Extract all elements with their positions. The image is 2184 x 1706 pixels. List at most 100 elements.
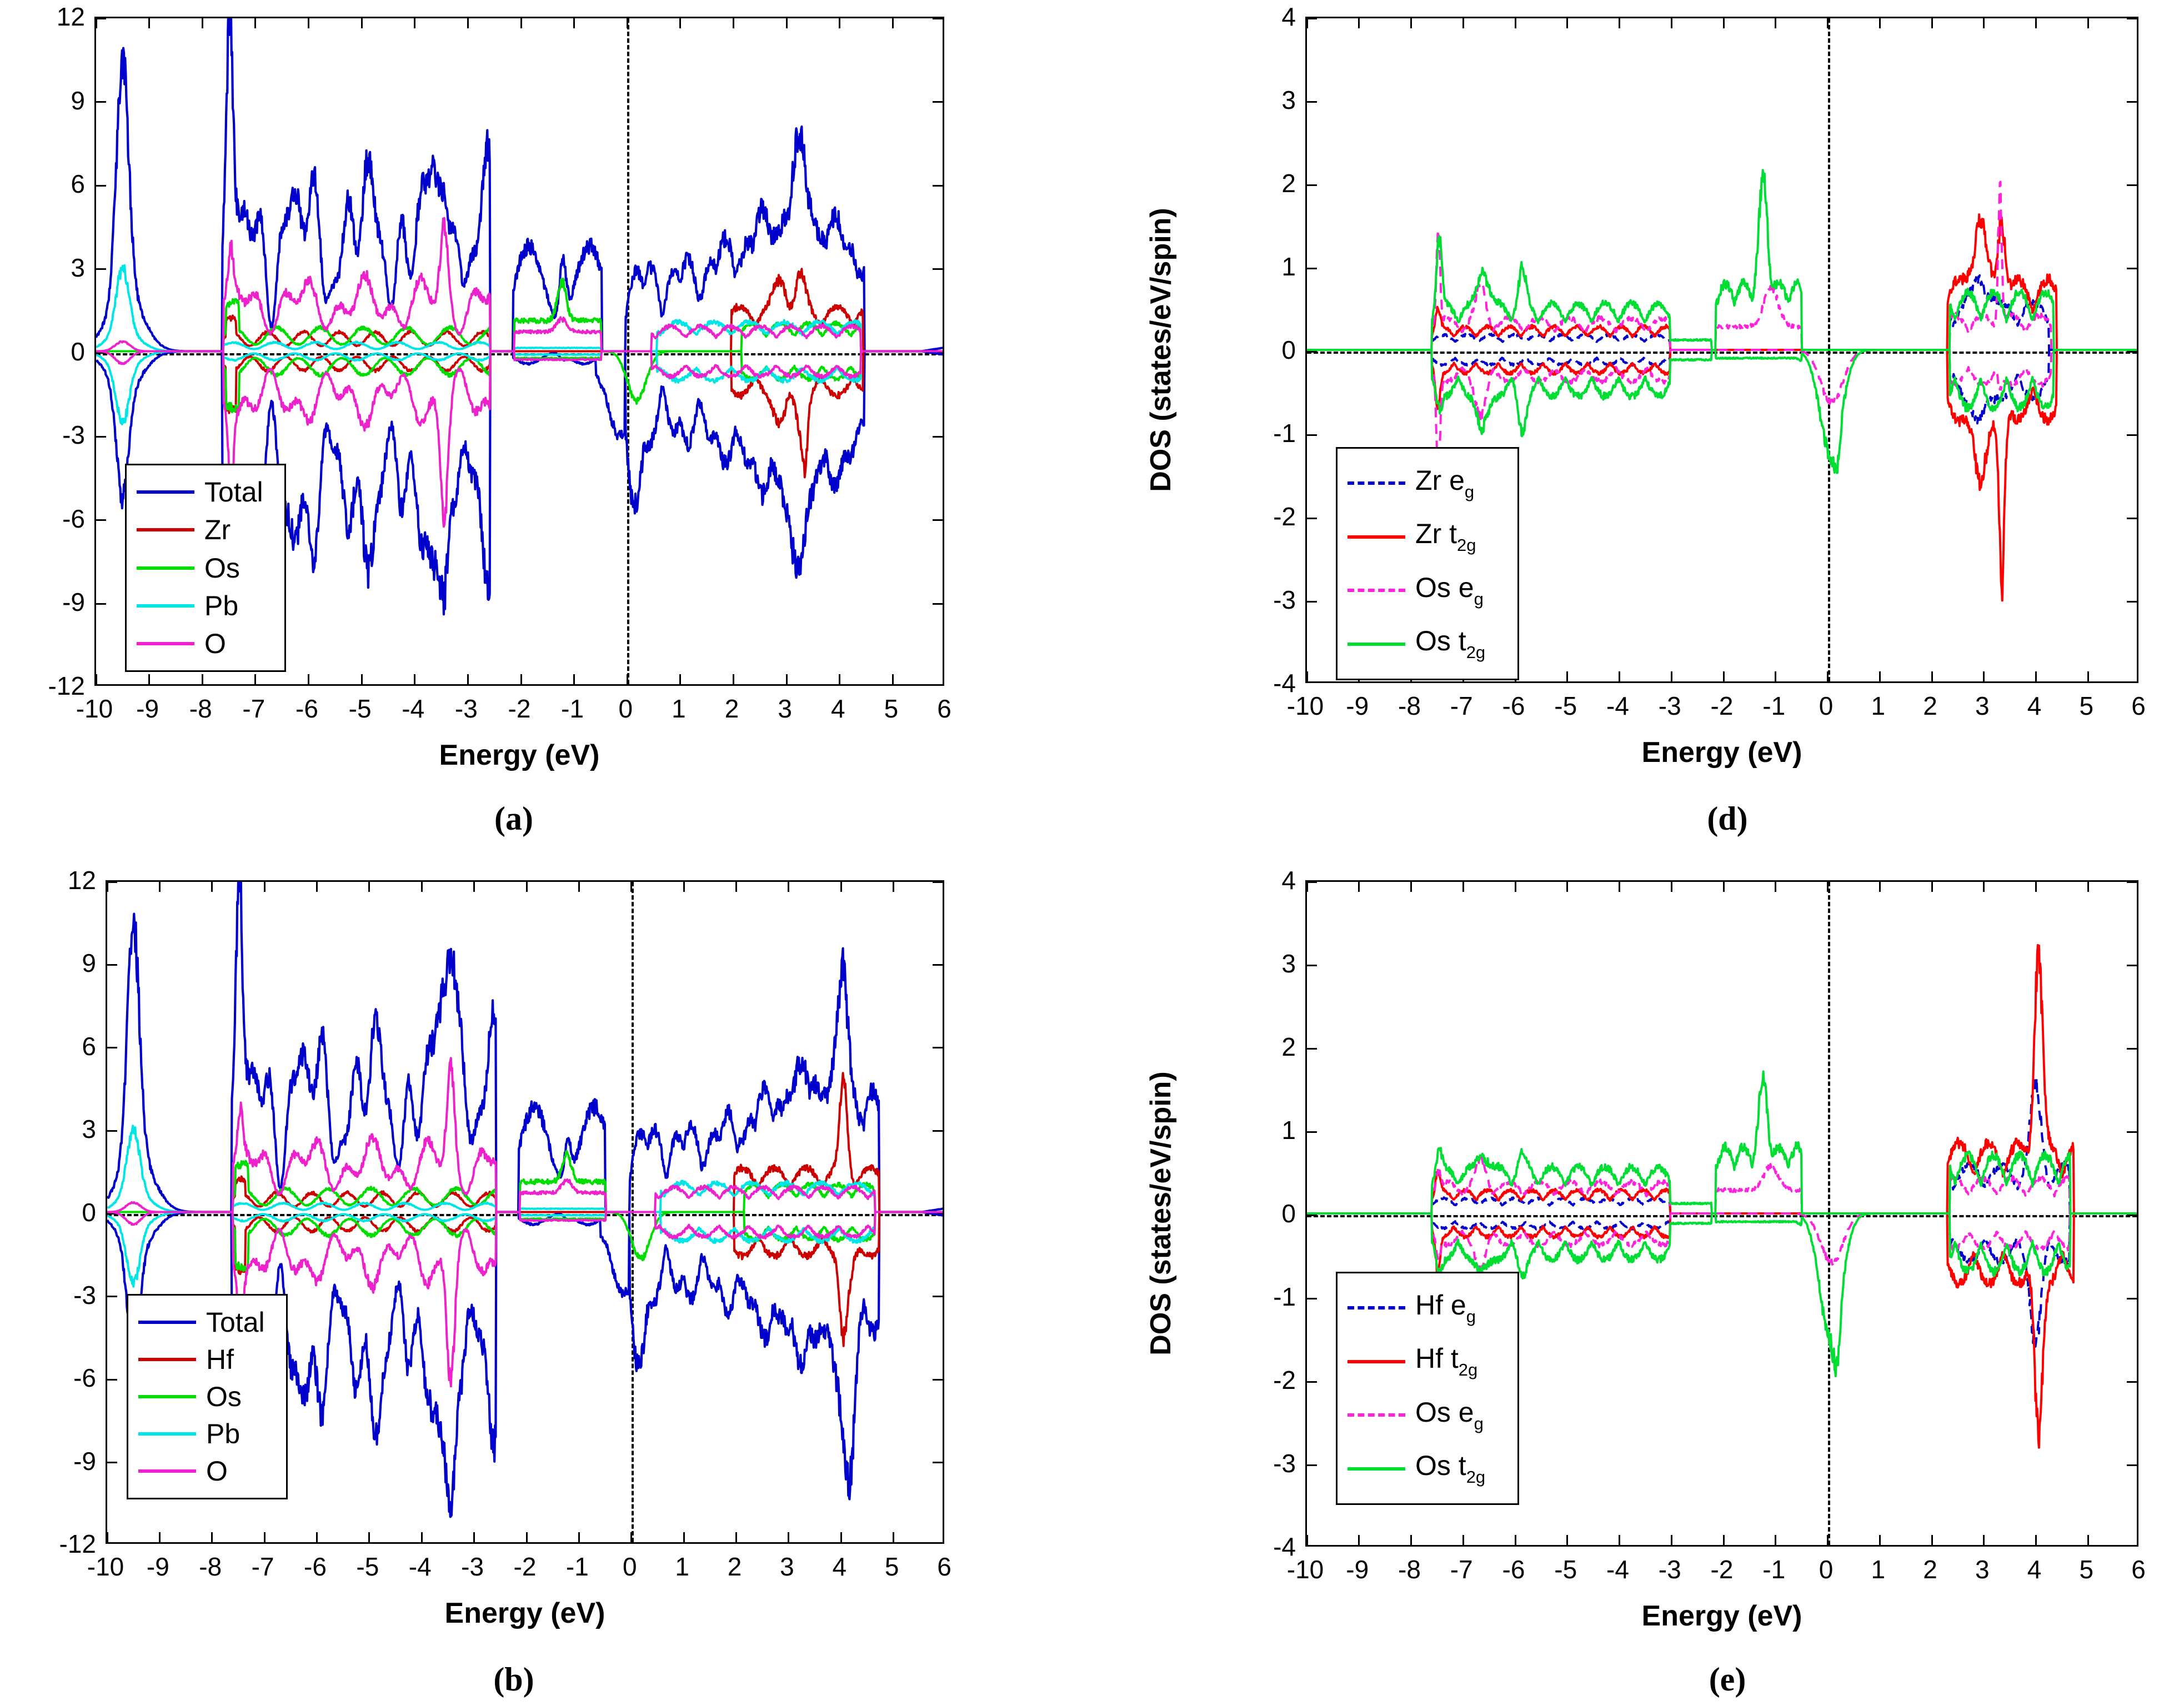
legend-label-main: Hf t — [1415, 1343, 1459, 1374]
legend-label-main: Os e — [1415, 1396, 1474, 1428]
dos-series-o-spin-down — [107, 1211, 943, 1388]
x-tick — [96, 674, 97, 684]
x-tick-label: 6 — [937, 1552, 951, 1581]
legend-item[interactable]: Os — [138, 1378, 276, 1415]
x-tick — [839, 18, 841, 28]
y-tick-label: 2 — [1281, 169, 1296, 198]
x-tick — [1670, 18, 1672, 28]
legend-label-sub: 2g — [1466, 1467, 1486, 1487]
dos-curves-b — [107, 882, 943, 1518]
y-tick — [2127, 101, 2137, 103]
y-tick — [1307, 882, 1317, 883]
legend-swatch-pb — [138, 1432, 196, 1436]
y-tick — [107, 1130, 117, 1132]
legend-swatch-pb — [137, 604, 194, 608]
dos-curves-a — [96, 18, 943, 616]
legend-item[interactable]: Os eg — [1348, 1388, 1507, 1442]
legend-label: Os t2g — [1415, 627, 1485, 661]
y-tick — [2127, 434, 2137, 436]
x-tick — [308, 674, 309, 684]
y-tick — [107, 1462, 117, 1464]
x-tick — [525, 882, 528, 892]
x-tick — [1879, 671, 1881, 681]
x-tick — [360, 674, 363, 684]
x-tick — [1358, 18, 1360, 28]
x-axis-title: Energy (eV) — [1641, 736, 1802, 769]
x-tick-label: 5 — [884, 1552, 899, 1581]
x-tick — [1879, 18, 1881, 28]
x-tick-label: -2 — [513, 1552, 537, 1581]
x-tick — [308, 18, 309, 28]
y-tick-label: 4 — [1281, 866, 1296, 895]
x-tick-label: -2 — [1710, 1555, 1734, 1584]
legend-swatch-zr-e — [1348, 481, 1405, 485]
y-tick — [1307, 18, 1317, 19]
x-tick-label: -3 — [454, 694, 478, 723]
legend-item[interactable]: Os t2g — [1348, 618, 1507, 671]
x-tick-label: -3 — [461, 1552, 484, 1581]
x-tick-label: 6 — [2131, 691, 2146, 720]
x-tick-label: 1 — [672, 694, 686, 723]
dos-series-os-e-g-spin-up — [1307, 1153, 2137, 1215]
x-tick-label: 1 — [675, 1552, 689, 1581]
x-tick — [735, 1532, 737, 1542]
y-tick — [2127, 600, 2137, 603]
x-tick-label: 5 — [2079, 1555, 2094, 1584]
x-axis-title: Energy (eV) — [444, 1597, 605, 1629]
legend-item[interactable]: Total — [138, 1303, 276, 1341]
legend-label-main: Os e — [1415, 571, 1474, 603]
legend-item[interactable]: Hf — [138, 1341, 276, 1378]
legend-item[interactable]: Os eg — [1348, 564, 1507, 618]
x-tick — [107, 882, 108, 892]
legend-swatch-os — [138, 1395, 196, 1398]
dos-series-os-spin-up — [107, 1150, 943, 1213]
x-tick — [785, 18, 788, 28]
x-tick-label: -4 — [402, 694, 425, 723]
dos-series-os-e-g-spin-down — [1307, 349, 2137, 483]
legend-swatch-hf — [138, 1357, 196, 1361]
x-tick-label: -2 — [508, 694, 531, 723]
panel-caption-d: (d) — [1707, 800, 1748, 837]
x-tick — [211, 1532, 213, 1542]
dos-series-hf-spin-down — [107, 1211, 943, 1347]
legend-item[interactable]: Os t2g — [1348, 1442, 1507, 1496]
legend-swatch-total — [137, 490, 194, 494]
x-tick — [1462, 882, 1464, 892]
x-tick — [1722, 671, 1725, 681]
x-tick — [2035, 671, 2037, 681]
x-tick-label: 2 — [1923, 691, 1937, 720]
x-tick — [893, 1532, 895, 1542]
x-tick-label: 0 — [618, 694, 633, 723]
y-tick-label: -9 — [62, 588, 85, 617]
y-tick — [1307, 101, 1317, 103]
dos-series-os-spin-up — [96, 277, 943, 353]
legend-item[interactable]: Os — [137, 549, 274, 586]
x-tick-label: -9 — [146, 1552, 169, 1581]
x-tick — [1410, 882, 1412, 892]
legend-item[interactable]: Zr eg — [1348, 456, 1507, 510]
legend-item[interactable]: Pb — [138, 1416, 276, 1453]
legend-item[interactable]: Pb — [137, 587, 274, 625]
legend-label-main: Zr t — [1415, 518, 1457, 550]
legend-item[interactable]: Zr t2g — [1348, 510, 1507, 564]
x-tick — [683, 1532, 685, 1542]
x-tick-label: 4 — [2027, 691, 2042, 720]
x-tick — [148, 674, 151, 684]
legend-item[interactable]: Hf eg — [1348, 1281, 1507, 1335]
legend-item[interactable]: Zr — [137, 511, 274, 549]
x-tick-label: -8 — [1398, 1555, 1421, 1584]
dos-series-zr-spin-down — [96, 350, 943, 479]
x-tick — [1722, 1535, 1725, 1545]
legend-item[interactable]: O — [138, 1453, 276, 1490]
x-tick — [2035, 1535, 2037, 1545]
legend-item[interactable]: Hf t2g — [1348, 1335, 1507, 1389]
x-tick-label: 5 — [2079, 691, 2094, 720]
y-tick — [933, 1047, 943, 1049]
legend-swatch-os-e — [1348, 589, 1405, 593]
legend-item[interactable]: O — [137, 625, 274, 663]
legend-item[interactable]: Total — [137, 473, 274, 511]
x-tick-label: 4 — [830, 694, 845, 723]
x-tick — [679, 18, 682, 28]
x-tick — [96, 18, 97, 28]
legend-label: Os eg — [1415, 1398, 1484, 1432]
